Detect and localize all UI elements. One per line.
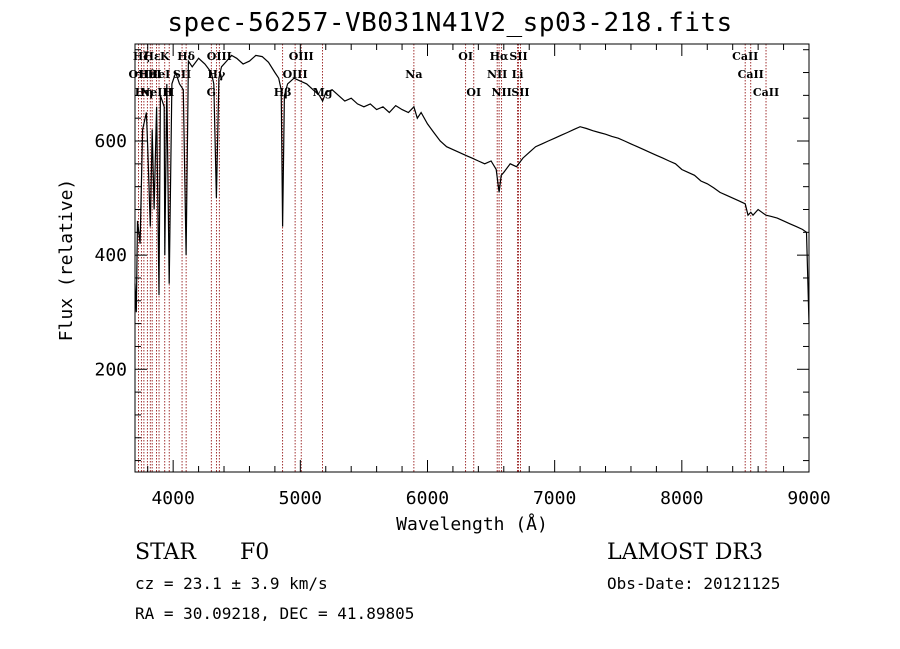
line-marker-label-18: Mg [313,86,333,99]
line-marker-label-9: H [164,86,174,99]
x-tick-label-1: 5000 [279,488,322,509]
line-marker-label-27: Li [512,68,524,81]
coordinates-text: RA = 30.09218, DEC = 41.89805 [135,604,415,623]
chart-title: spec-56257-VB031N41V2_sp03-218.fits [167,8,733,38]
y-axis: 200 400 600 [94,49,809,462]
line-marker-label-19: Na [405,68,422,81]
line-marker-label-16: OIII [283,68,308,81]
line-marker-label-25: SII [509,50,527,63]
line-marker-label-20: OI [458,50,473,63]
y-axis-label: Flux (relative) [56,179,77,342]
x-axis-label: Wavelength (Å) [396,513,548,535]
line-marker-label-1: Hζ [133,50,150,63]
plot-frame [134,43,810,473]
line-marker-label-3: Hθ [138,68,156,81]
line-marker-label-11: Hδ [177,50,195,63]
class-label: STAR [135,540,196,565]
line-marker-label-22: NII [487,68,507,81]
x-tick-label-2: 6000 [406,488,449,509]
spectrum-line [134,54,810,324]
line-marker-label-5: Hε [144,50,161,63]
line-marker-label-8: K [160,50,170,63]
line-marker-label-4: HeI [139,68,162,81]
y-tick-label-1: 400 [94,245,127,266]
line-marker-label-13: Hγ [208,68,226,81]
line-marker-label-24: NII [491,86,511,99]
line-marker-labels: OIIHζHηHθHeIHεNeIIIHeIKHSIIHδGHγOIIIHβOI… [128,50,779,99]
line-marker-label-21: OI [466,86,481,99]
line-marker-label-23: Hα [490,50,509,63]
line-marker-label-26: SII [511,86,529,99]
y-tick-label-2: 600 [94,131,127,152]
line-marker-label-7: HeI [148,68,171,81]
line-marker-label-30: CaII [753,86,779,99]
x-tick-label-3: 7000 [533,488,576,509]
line-markers [138,44,767,472]
line-marker-label-0: OII [128,68,148,81]
survey-label: LAMOST DR3 [607,540,763,565]
line-marker-label-17: OIII [289,50,314,63]
line-marker-label-6: NeIII [140,86,173,99]
line-marker-label-29: CaII [738,68,764,81]
subclass-label: F0 [240,540,270,565]
obs-date-text: Obs-Date: 20121125 [607,574,781,593]
line-marker-label-14: OIII [207,50,232,63]
x-tick-label-5: 9000 [787,488,830,509]
x-axis: 4000 5000 6000 7000 8000 9000 [147,44,831,509]
line-marker-label-28: CaII [732,50,758,63]
x-tick-label-0: 4000 [151,488,194,509]
x-tick-label-4: 8000 [660,488,703,509]
line-marker-label-12: G [207,86,216,99]
redshift-text: cz = 23.1 ± 3.9 km/s [135,574,328,593]
y-tick-label-0: 200 [94,359,127,380]
line-marker-label-15: Hβ [274,86,292,99]
